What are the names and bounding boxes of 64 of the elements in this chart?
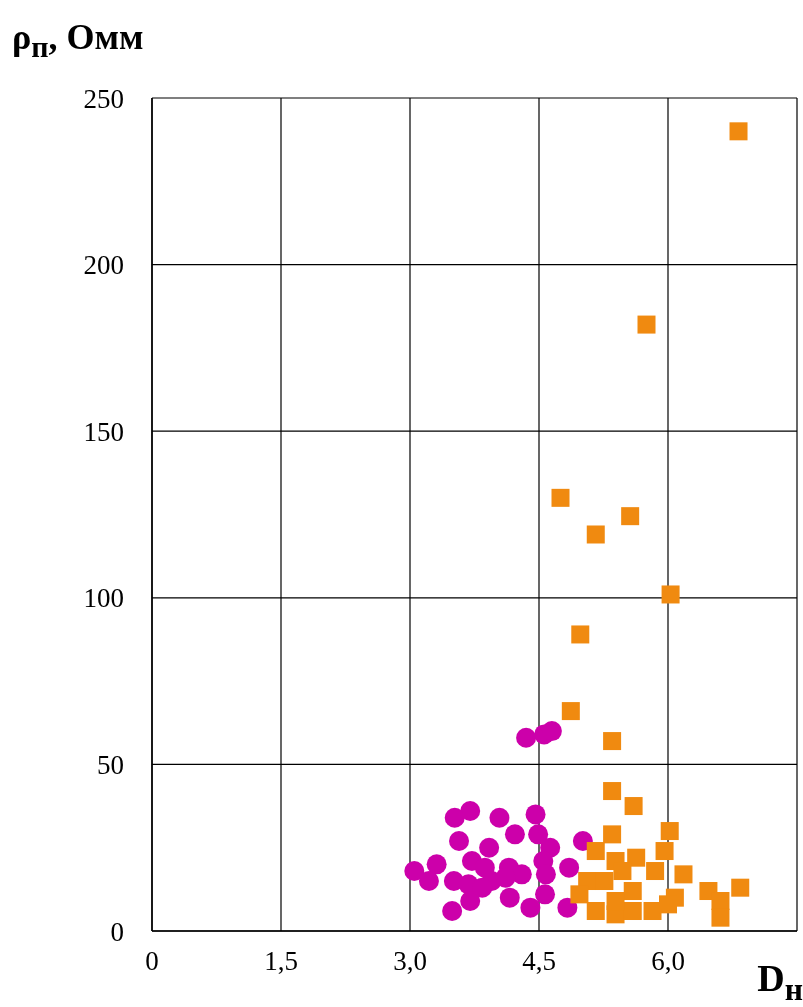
point [559, 857, 580, 878]
point [571, 625, 590, 644]
y-tick-label: 250 [83, 83, 124, 114]
y-axis-title: ρ$_{п}$, Омм [12, 16, 144, 65]
point [624, 797, 643, 816]
point [731, 878, 750, 897]
point [603, 782, 622, 801]
point [586, 842, 605, 861]
point [460, 801, 481, 822]
point [711, 908, 730, 927]
y-tick-label: 150 [83, 416, 124, 447]
point [499, 887, 520, 908]
point [528, 824, 549, 845]
point [711, 892, 730, 911]
y-tick-label: 0 [110, 916, 124, 947]
point [472, 877, 493, 898]
point [418, 871, 439, 892]
x-tick-label: 1,5 [264, 946, 298, 977]
point [516, 727, 537, 748]
x-tick-label: 6,0 [651, 946, 685, 977]
point [621, 507, 640, 526]
point [511, 864, 532, 885]
point [655, 842, 674, 861]
point [570, 885, 589, 904]
point [613, 862, 632, 881]
point [535, 864, 556, 885]
point [623, 882, 642, 901]
point [561, 702, 580, 721]
y-tick-label: 50 [97, 749, 124, 780]
point [646, 862, 665, 881]
point [674, 865, 693, 884]
point [442, 901, 463, 922]
point [535, 884, 556, 905]
point [595, 872, 614, 891]
point [541, 721, 562, 742]
point [551, 488, 570, 507]
point [637, 315, 656, 334]
point [504, 824, 525, 845]
point [660, 822, 679, 841]
point [426, 854, 447, 875]
point [586, 525, 605, 544]
x-tick-label: 0 [145, 946, 159, 977]
point [495, 867, 516, 888]
point [627, 848, 646, 867]
y-tick-label: 200 [83, 250, 124, 281]
point [661, 585, 680, 604]
point [489, 807, 510, 828]
point [603, 732, 622, 751]
point [404, 861, 425, 882]
point [460, 891, 481, 912]
point [479, 837, 500, 858]
point [603, 825, 622, 844]
point [623, 902, 642, 921]
point [557, 897, 578, 918]
point [520, 897, 541, 918]
y-tick-label: 100 [83, 583, 124, 614]
point [586, 902, 605, 921]
x-axis-title: D$_{н}$ [757, 956, 803, 1007]
point [525, 804, 546, 825]
x-tick-label: 4,5 [522, 946, 556, 977]
x-tick-label: 3,0 [393, 946, 427, 977]
point [449, 831, 470, 852]
point [444, 807, 465, 828]
point [729, 122, 748, 141]
